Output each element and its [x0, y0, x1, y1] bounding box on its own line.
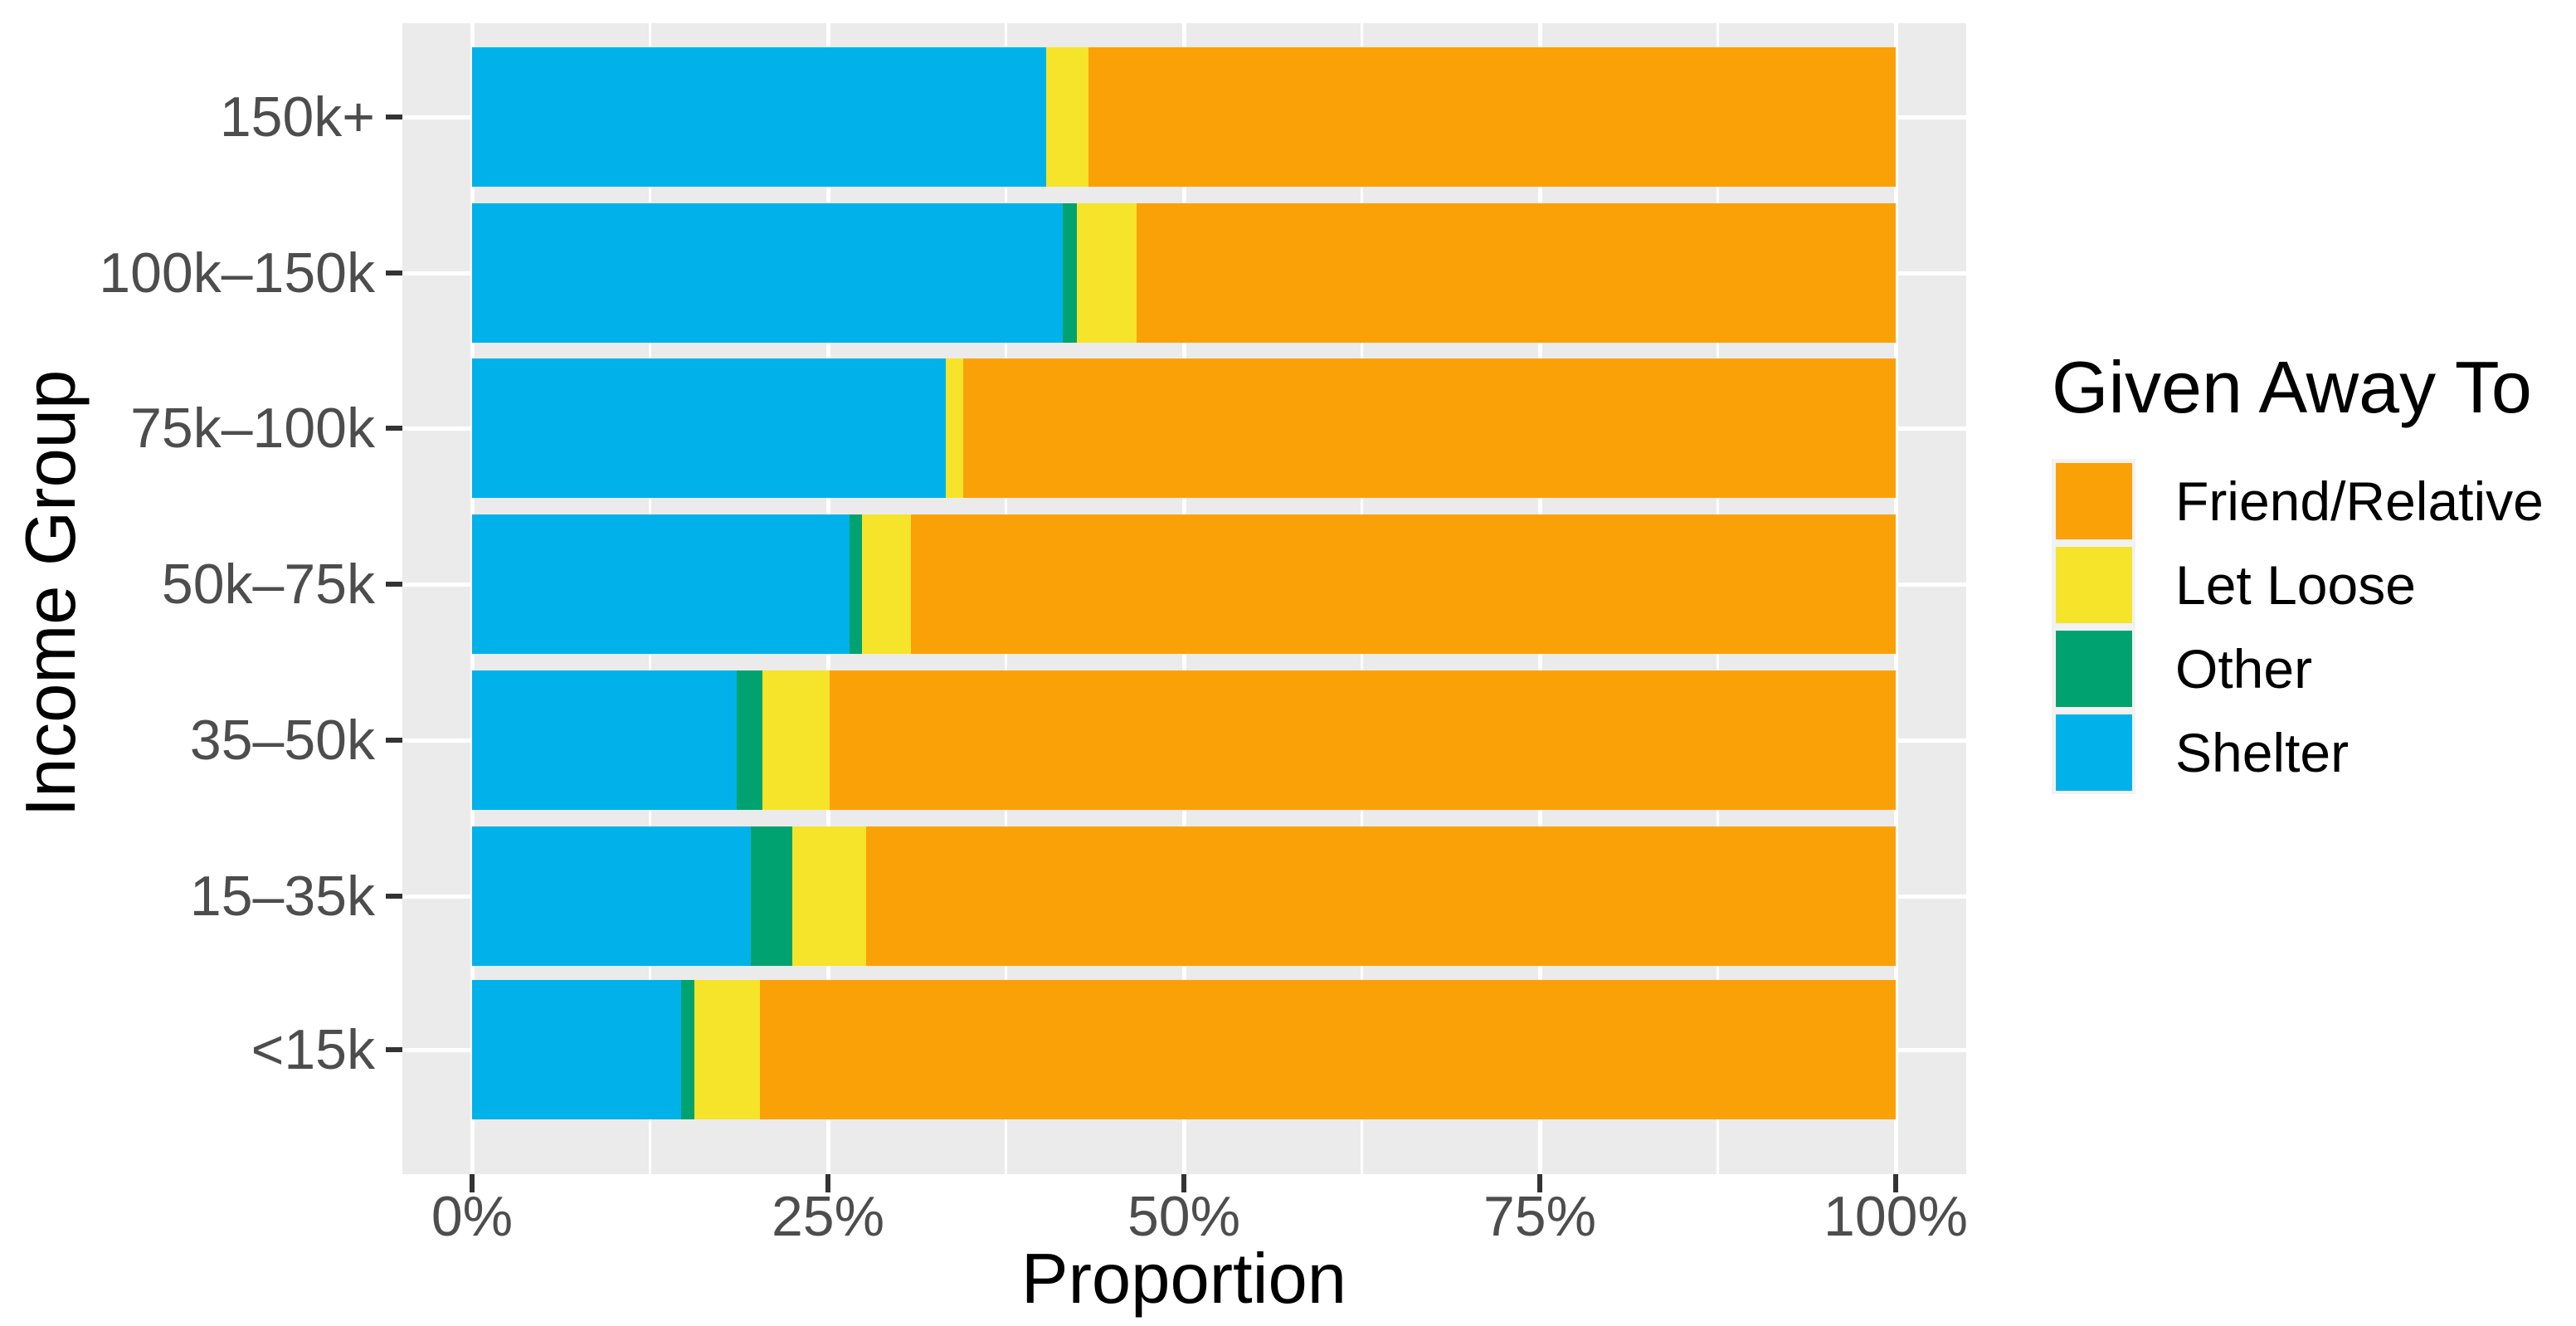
bar-segment-shelter [472, 826, 752, 966]
legend-swatch-let-loose-icon [2055, 546, 2132, 623]
bar-segment-friend-relative [1088, 47, 1896, 187]
y-tick-mark [386, 582, 402, 587]
legend-item: Let Loose [2052, 543, 2544, 626]
x-tick-label: 100% [1824, 1185, 1968, 1248]
bar-segment-let-loose [762, 670, 830, 810]
bar-row [472, 980, 1896, 1119]
bar-segment-let-loose [946, 358, 963, 498]
bar-segment-friend-relative [963, 358, 1896, 498]
legend-key [2052, 626, 2135, 710]
bar-row [472, 47, 1896, 187]
x-tick-mark [825, 1174, 830, 1192]
bar-row [472, 203, 1896, 343]
bar-segment-shelter [472, 980, 682, 1119]
legend-swatch-shelter-icon [2055, 714, 2132, 791]
bar-segment-shelter [472, 358, 947, 498]
y-tick-label: 50k–75k [161, 553, 375, 616]
x-tick-mark [1537, 1174, 1542, 1192]
legend-title: Given Away To [2052, 346, 2532, 428]
y-tick-mark [386, 1047, 402, 1052]
bar-segment-other [1063, 203, 1078, 343]
bar-row [472, 670, 1896, 810]
bar-segment-friend-relative [759, 980, 1896, 1119]
bar-segment-let-loose [792, 826, 867, 966]
bar-row [472, 358, 1896, 498]
bar-segment-friend-relative [910, 514, 1896, 654]
bar-row [472, 514, 1896, 654]
legend-label: Other [2175, 637, 2313, 700]
y-tick-mark [386, 115, 402, 119]
bar-segment-shelter [472, 203, 1064, 343]
x-tick-mark [1893, 1174, 1898, 1192]
bar-segment-other [849, 514, 863, 654]
legend-label: Friend/Relative [2175, 470, 2544, 532]
bar-segment-other [681, 980, 694, 1119]
x-axis-title: Proportion [1020, 1240, 1347, 1319]
bar-segment-friend-relative [1137, 203, 1896, 343]
legend-item: Friend/Relative [2052, 459, 2544, 543]
bar-segment-let-loose [694, 980, 760, 1119]
y-tick-mark [386, 271, 402, 275]
legend-key [2052, 459, 2135, 543]
x-tick-mark [1181, 1174, 1186, 1192]
bar-segment-friend-relative [866, 826, 1896, 966]
y-tick-label: 15–35k [189, 865, 375, 928]
bar-row [472, 826, 1896, 966]
legend-items: Friend/Relative Let Loose Other Shelter [2052, 459, 2544, 794]
x-tick-label: 0% [431, 1185, 514, 1248]
bar-segment-let-loose [1077, 203, 1137, 343]
y-tick-label: 100k–150k [99, 241, 375, 305]
legend-label: Shelter [2175, 721, 2350, 783]
bar-segment-let-loose [862, 514, 911, 654]
bar-segment-shelter [472, 670, 738, 810]
y-tick-label: 150k+ [219, 85, 375, 149]
plot-panel [402, 23, 1966, 1174]
x-tick-mark [470, 1174, 475, 1192]
bar-segment-shelter [472, 47, 1046, 187]
bar-segment-friend-relative [829, 670, 1896, 810]
legend-item: Other [2052, 626, 2544, 710]
x-tick-label: 25% [771, 1185, 885, 1248]
x-major-gridline [1893, 23, 1898, 1174]
bar-segment-other [737, 670, 763, 810]
bar-segment-let-loose [1045, 47, 1089, 187]
x-tick-label: 50% [1127, 1185, 1241, 1248]
legend-swatch-friend-relative-icon [2055, 462, 2132, 539]
bar-segment-other [751, 826, 793, 966]
legend-label: Let Loose [2175, 553, 2416, 616]
y-tick-mark [386, 894, 402, 899]
y-tick-label: 75k–100k [130, 397, 375, 460]
legend: Given Away To Friend/Relative Let Loose Ot… [2052, 342, 2544, 794]
legend-swatch-other-icon [2055, 630, 2132, 707]
bar-segment-shelter [472, 514, 850, 654]
y-tick-mark [386, 738, 402, 743]
legend-key [2052, 543, 2135, 626]
legend-key [2052, 710, 2135, 794]
x-tick-label: 75% [1483, 1185, 1597, 1248]
y-tick-mark [386, 426, 402, 431]
legend-item: Shelter [2052, 710, 2544, 794]
y-tick-label: <15k [251, 1018, 375, 1081]
y-tick-label: 35–50k [189, 709, 375, 772]
